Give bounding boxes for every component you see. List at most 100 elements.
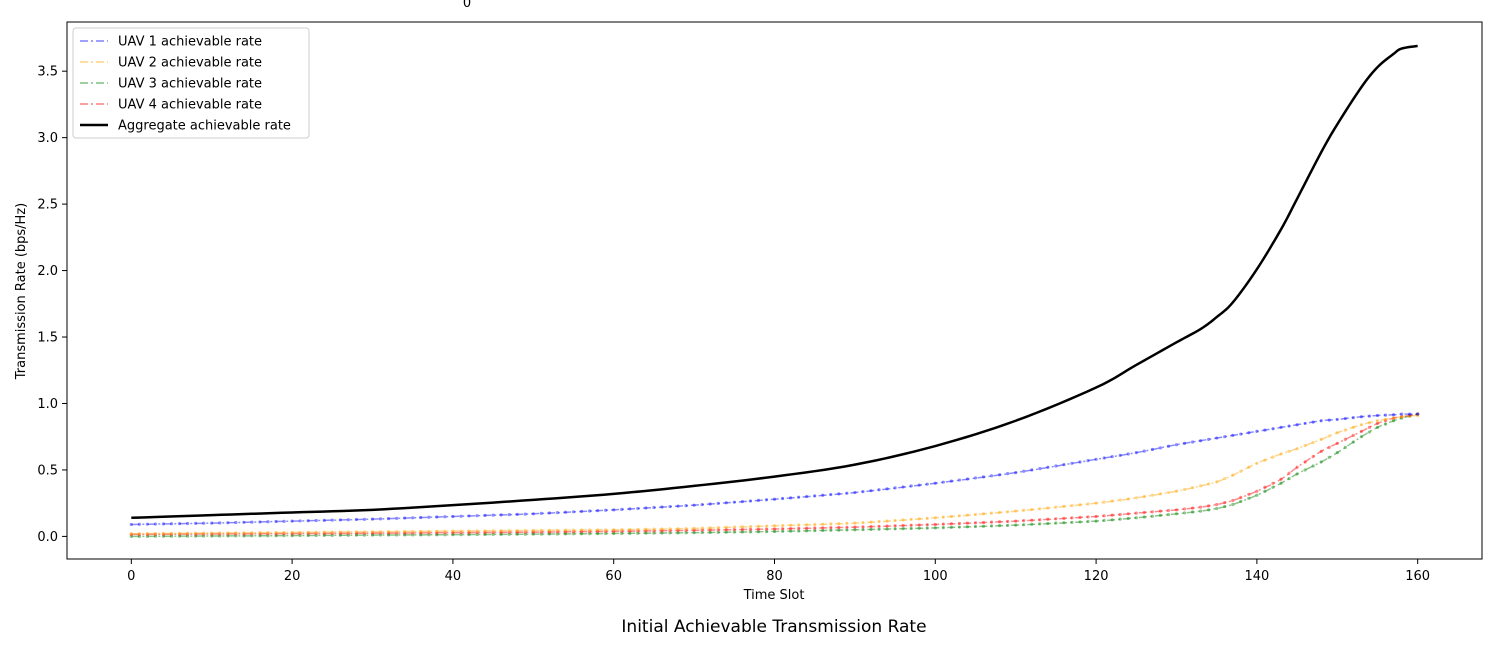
uav-2-achievable-rate-point [756,524,761,528]
uav-2-achievable-rate-point [1247,465,1251,469]
uav-1-achievable-rate-point [419,515,423,520]
uav-4-achievable-rate-point [1375,421,1380,426]
uav-4-achievable-rate-point [628,529,632,533]
uav-2-achievable-rate-point [853,521,857,525]
uav-3-achievable-rate-point [684,531,688,535]
uav-3-achievable-rate-point [531,532,535,536]
uav-3-achievable-rate-point [403,533,407,537]
uav-3-achievable-rate-point [491,532,495,537]
uav-3-achievable-rate-point [949,525,953,529]
uav-3-achievable-rate-point [837,528,841,532]
uav-2-achievable-rate-point [805,523,809,527]
uav-1-achievable-rate-point [837,492,841,496]
uav-4-achievable-rate-point [1247,492,1251,496]
uav-4-achievable-rate-point [981,520,986,525]
uav-1-achievable-rate-point [692,503,696,507]
uav-3-achievable-rate-point [1054,521,1058,525]
uav-1-achievable-rate-point [250,520,254,524]
uav-4-achievable-rate-point [403,531,407,535]
uav-1-achievable-rate-point [378,517,383,521]
uav-4-achievable-rate-point [724,528,728,532]
uav-1-achievable-rate-point [957,478,962,482]
uav-1-achievable-rate-point [298,519,302,523]
uav-3-achievable-rate-point [563,532,568,536]
uav-4-achievable-rate-point [419,531,423,535]
uav-3-achievable-rate-point [129,534,133,539]
uav-3-achievable-rate-point [1295,472,1299,476]
uav-1-achievable-rate-point [1182,441,1187,445]
uav-3-achievable-rate-point [194,534,198,538]
uav-2-achievable-rate-point [700,526,704,530]
uav-4-achievable-rate-point [893,524,897,528]
y-tick-label: 3.0 [37,131,58,146]
uav-1-achievable-rate-point [829,492,833,497]
uav-4-achievable-rate-point [917,523,921,527]
uav-2-achievable-rate-point [403,529,407,534]
uav-2-achievable-rate-point [338,530,342,534]
uav-4-achievable-rate-point [539,530,543,534]
uav-3-achievable-rate-point [507,532,511,536]
uav-1-achievable-rate-point [981,475,986,479]
x-tick-label: 40 [445,569,462,584]
uav-4-achievable-rate-point [1174,508,1179,512]
uav-4-achievable-rate-point [1383,419,1388,423]
uav-3-achievable-rate-point [266,534,270,538]
uav-2-achievable-rate-point [644,527,648,531]
uav-3-achievable-rate-point [1287,476,1291,481]
uav-4-achievable-rate-point [1102,514,1106,518]
uav-2-achievable-rate-point [1263,458,1267,462]
uav-1-achievable-rate-point [427,515,431,519]
uav-3-achievable-rate-point [1207,508,1211,512]
x-tick-label: 60 [605,569,622,584]
uav-1-achievable-rate-point [612,508,616,512]
uav-3-achievable-rate-point [419,533,423,537]
uav-3-achievable-rate-point [652,531,656,535]
uav-1-achievable-rate-point [1134,451,1138,455]
uav-3-achievable-rate-point [346,533,350,537]
uav-2-achievable-rate-point [314,530,318,534]
uav-1-achievable-rate-point [563,510,568,514]
uav-1-achievable-rate-point [1231,433,1235,437]
uav-4-achievable-rate-point [274,532,278,536]
uav-1-achievable-rate-point [917,483,921,487]
uav-2-achievable-rate-point [1070,503,1074,508]
uav-4-achievable-rate-point [1311,455,1315,459]
uav-3-achievable-rate-point [177,534,182,538]
uav-2-achievable-rate-point [998,510,1002,515]
uav-3-achievable-rate-point [579,532,584,536]
uav-4-achievable-rate-point [177,532,182,536]
uav-2-achievable-rate-point [797,523,801,527]
y-tick-label: 1.0 [37,397,58,412]
uav-1-achievable-rate-point [129,522,133,527]
uav-3-achievable-rate-point [596,532,600,536]
uav-2-achievable-rate-point [780,523,785,528]
uav-3-achievable-rate-point [1400,416,1404,420]
uav-4-achievable-rate-point [861,525,865,529]
uav-4-achievable-rate-point [145,532,149,536]
uav-4-achievable-rate-point [933,522,937,527]
uav-2-achievable-rate-point [917,517,921,521]
uav-3-achievable-rate-point [1110,518,1114,522]
uav-1-achievable-rate-point [403,516,407,520]
uav-2-achievable-rate-point [1239,469,1243,473]
uav-2-achievable-rate-point [298,530,302,534]
uav-1-achievable-rate-point [1335,417,1339,422]
uav-1-achievable-rate-point [507,513,511,517]
uav-3-achievable-rate-point [370,533,375,537]
uav-1-achievable-rate-point [1279,425,1283,430]
uav-4-achievable-rate-point [740,527,744,532]
uav-2-achievable-rate-point [370,530,375,534]
uav-2-achievable-rate-point [322,530,326,534]
uav-4-achievable-rate-point [772,527,777,531]
uav-2-achievable-rate-point [692,526,696,531]
uav-2-achievable-rate-point [1391,416,1396,420]
uav-3-achievable-rate-point [523,532,527,536]
uav-3-achievable-rate-point [298,533,302,538]
uav-4-achievable-rate-point [1022,519,1026,523]
uav-1-achievable-rate-point [1343,416,1347,421]
uav-4-achievable-rate-point [186,532,190,536]
uav-3-achievable-rate-point [1070,520,1074,524]
uav-1-achievable-rate-point [909,484,913,488]
uav-4-achievable-rate-point [1070,516,1074,520]
uav-3-achievable-rate-point [716,530,720,534]
